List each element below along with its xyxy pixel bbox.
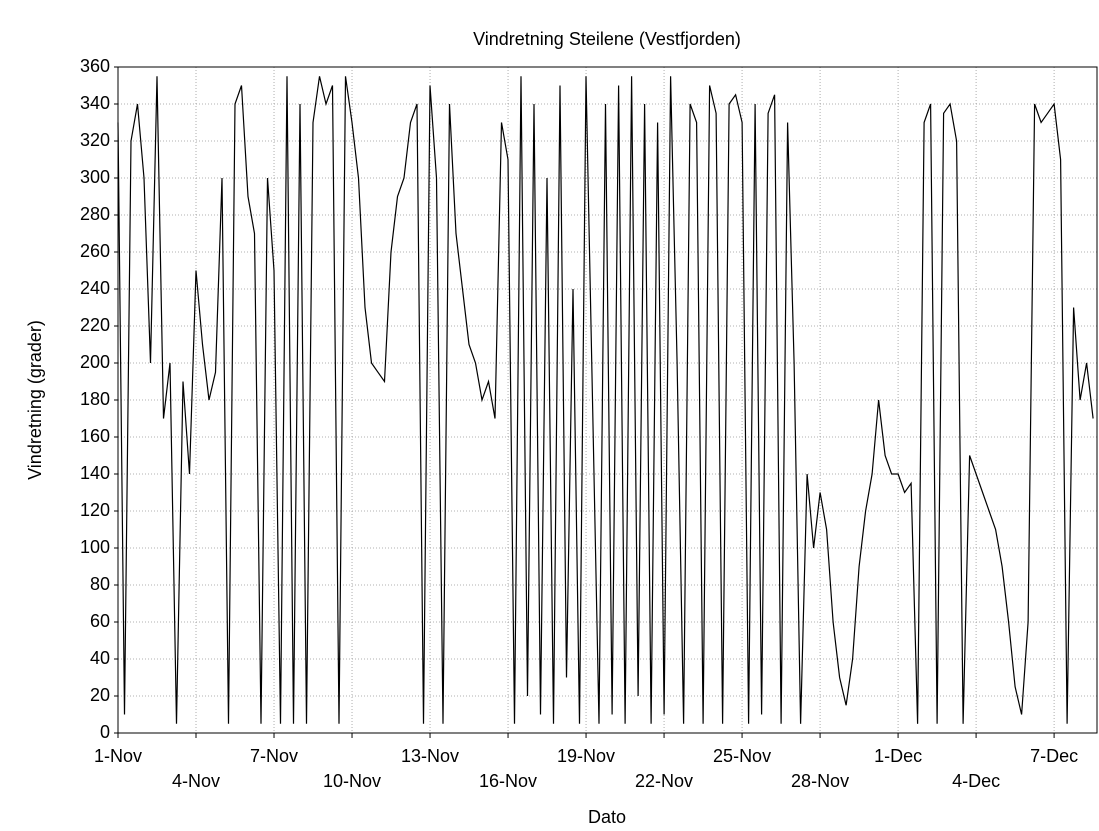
y-tick-label: 0 — [100, 722, 110, 742]
x-tick-label: 7-Nov — [250, 746, 298, 766]
y-tick-label: 220 — [80, 315, 110, 335]
y-tick-label: 240 — [80, 278, 110, 298]
x-tick-label: 1-Nov — [94, 746, 142, 766]
y-tick-label: 340 — [80, 93, 110, 113]
x-tick-label: 25-Nov — [713, 746, 771, 766]
data-line — [117, 76, 1094, 724]
y-tick-label: 120 — [80, 500, 110, 520]
x-tick-label: 28-Nov — [791, 771, 849, 791]
x-tick-label: 4-Nov — [172, 771, 220, 791]
x-tick-label: 7-Dec — [1030, 746, 1078, 766]
x-tick-label: 19-Nov — [557, 746, 615, 766]
x-tick-label: 16-Nov — [479, 771, 537, 791]
y-tick-label: 60 — [90, 611, 110, 631]
y-tick-label: 160 — [80, 426, 110, 446]
x-tick-label: 10-Nov — [323, 771, 381, 791]
y-tick-label: 40 — [90, 648, 110, 668]
y-tick-label: 180 — [80, 389, 110, 409]
x-tick-label: 13-Nov — [401, 746, 459, 766]
y-axis-label: Vindretning (grader) — [25, 320, 45, 480]
x-axis-label: Dato — [588, 807, 626, 827]
plot-frame — [117, 66, 1098, 734]
y-tick-label: 140 — [80, 463, 110, 483]
x-tick-label: 22-Nov — [635, 771, 693, 791]
y-tick-label: 200 — [80, 352, 110, 372]
y-tick-label: 80 — [90, 574, 110, 594]
x-tick-label: 1-Dec — [874, 746, 922, 766]
y-tick-label: 260 — [80, 241, 110, 261]
y-tick-label: 300 — [80, 167, 110, 187]
y-tick-label: 100 — [80, 537, 110, 557]
y-tick-label: 320 — [80, 130, 110, 150]
y-tick-label: 20 — [90, 685, 110, 705]
chart-title: Vindretning Steilene (Vestfjorden) — [473, 29, 741, 49]
y-tick-label: 360 — [80, 56, 110, 76]
y-tick-label: 280 — [80, 204, 110, 224]
x-tick-label: 4-Dec — [952, 771, 1000, 791]
